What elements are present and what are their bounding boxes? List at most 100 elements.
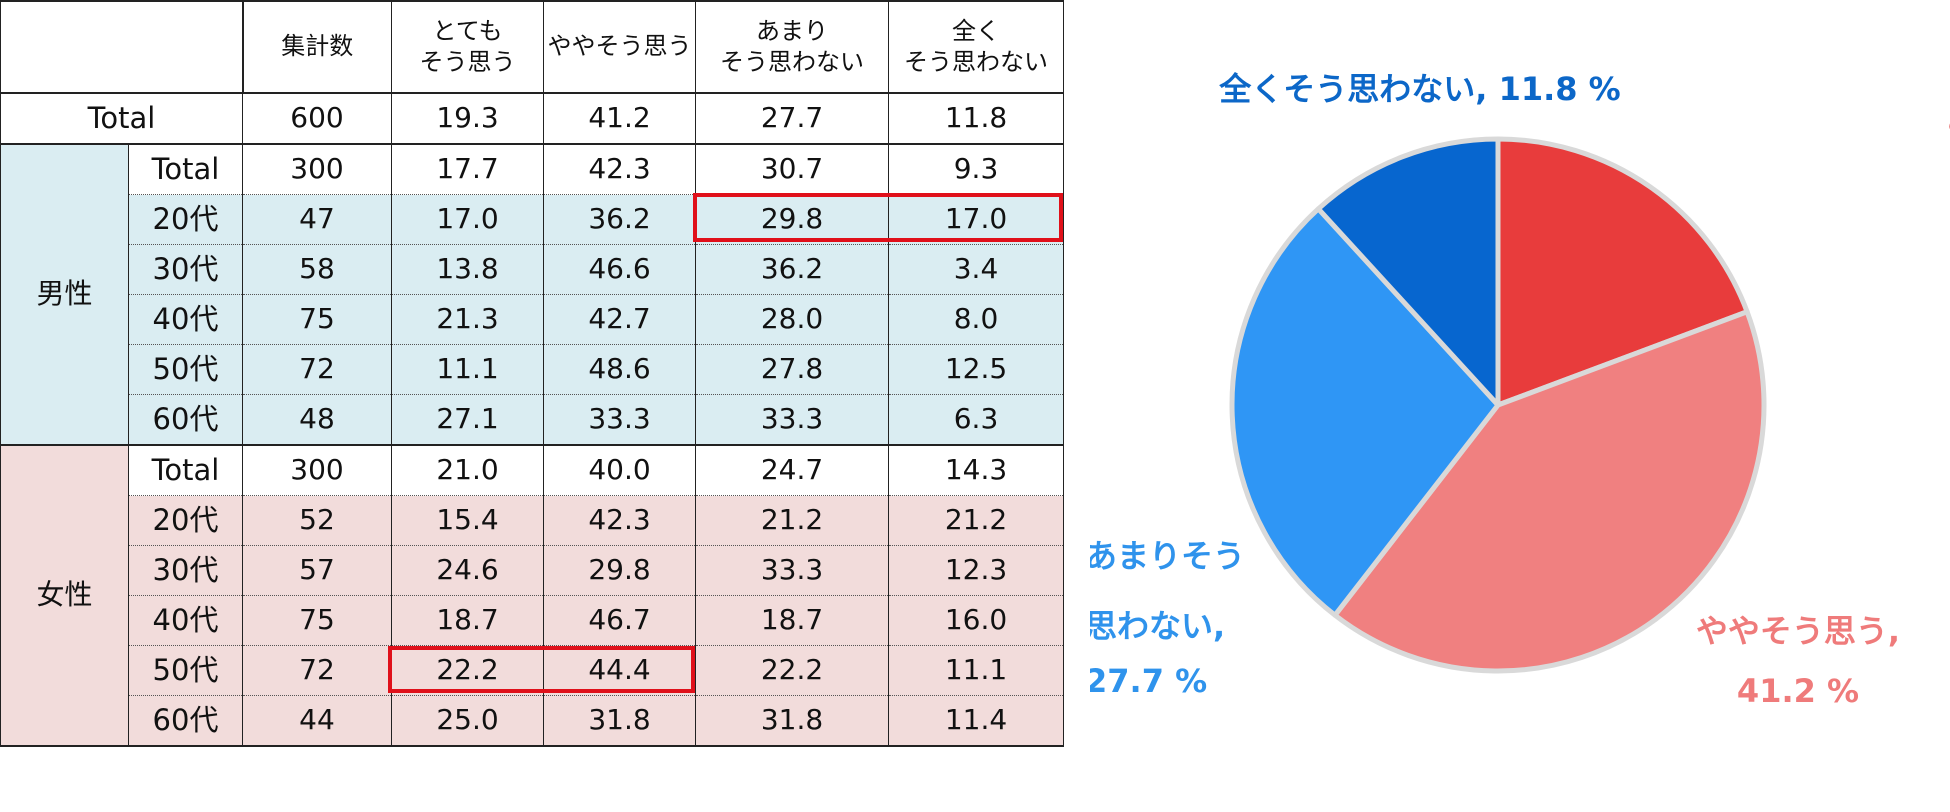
table-cell: 33.3 — [695, 545, 889, 596]
table-cell: 27.8 — [695, 344, 889, 395]
table-cell: 11.8 — [888, 93, 1064, 145]
table-cell: 31.8 — [543, 695, 696, 747]
table-cell: 27.7 — [695, 93, 889, 145]
table-cell: 24.7 — [695, 445, 889, 496]
pie-slice-1 — [1332, 309, 1767, 674]
table-cell: 300 — [242, 144, 392, 195]
pie-label-1-line-1: 41.2 % — [1737, 672, 1859, 710]
table-row: 60代 44 25.0 31.8 31.8 11.4 — [1, 695, 1064, 747]
table-cell: 22.2 — [695, 645, 889, 696]
table-row: 50代 72 11.1 48.6 27.8 12.5 — [1, 344, 1064, 395]
table-cell: 24.6 — [391, 545, 544, 596]
table-cell: 18.7 — [391, 595, 544, 646]
table-cell: 600 — [242, 93, 392, 145]
pie-slice-0 — [1495, 136, 1750, 408]
table-cell: 33.3 — [695, 394, 889, 446]
header-cell: 全く そう思わない — [888, 0, 1064, 94]
row-label: 40代 — [128, 294, 243, 345]
row-label: Total — [128, 445, 243, 496]
table-cell: 42.3 — [543, 495, 696, 546]
table-row: 40代 75 21.3 42.7 28.0 8.0 — [1, 294, 1064, 345]
table-cell: 3.4 — [888, 244, 1064, 295]
table-cell: 33.3 — [543, 394, 696, 446]
table-row: 40代 75 18.7 46.7 18.7 16.0 — [1, 595, 1064, 646]
pie-label-2-line-1: 思わない, — [1090, 607, 1225, 645]
table-cell: 21.3 — [391, 294, 544, 345]
pie-label-1-line-0: ややそう思う, — [1696, 612, 1900, 650]
row-label: 30代 — [128, 244, 243, 295]
table-cell: 19.3 — [391, 93, 544, 145]
table-row: 女性 Total 300 21.0 40.0 24.7 14.3 — [0, 445, 1064, 747]
table-cell: 17.0 — [888, 194, 1064, 245]
table-cell: 36.2 — [543, 194, 696, 245]
table-cell: 27.1 — [391, 394, 544, 446]
table-row: 30代 58 13.8 46.6 36.2 3.4 — [1, 244, 1064, 295]
table-cell: 21.2 — [888, 495, 1064, 546]
table-cell: 28.0 — [695, 294, 889, 345]
table-cell: 13.8 — [391, 244, 544, 295]
pie-label-2-line-0: あまりそう — [1090, 537, 1245, 575]
table-row: 20代 47 17.0 36.2 29.8 17.0 — [1, 194, 1064, 245]
table-cell: 36.2 — [695, 244, 889, 295]
table-cell: 17.7 — [391, 144, 544, 195]
table-row-total: Total 600 19.3 41.2 27.7 11.8 — [0, 93, 1064, 145]
header-row: 集計数 とても そう思う ややそう思う あまり そう思わない 全く そう思わない — [0, 0, 1064, 94]
row-label-total: Total — [0, 93, 243, 145]
table-cell: 47 — [242, 194, 392, 245]
table-cell: 48 — [242, 394, 392, 446]
table-cell: 22.2 — [391, 645, 544, 696]
row-label: 60代 — [128, 695, 243, 747]
table-cell: 41.2 — [543, 93, 696, 145]
table-cell: 75 — [242, 294, 392, 345]
highlight-box-male-20s — [693, 193, 1063, 242]
table-cell: 42.3 — [543, 144, 696, 195]
row-label: 50代 — [128, 344, 243, 395]
row-label: 40代 — [128, 595, 243, 646]
table-cell: 31.8 — [695, 695, 889, 747]
group-label-0: 男性 — [0, 144, 129, 446]
table-cell: 72 — [242, 344, 392, 395]
crosstab-table: 集計数 とても そう思う ややそう思う あまり そう思わない 全く そう思わない Total 60… — [0, 0, 1064, 747]
table-cell: 12.3 — [888, 545, 1064, 596]
table-cell: 6.3 — [888, 394, 1064, 446]
header-cell: とても そう思う — [391, 0, 544, 94]
table-cell: 57 — [242, 545, 392, 596]
table-cell: 21.2 — [695, 495, 889, 546]
pie-label-3-line-0: 全くそう思わない, 11.8 % — [1218, 70, 1620, 108]
table-cell: 46.6 — [543, 244, 696, 295]
table-cell: 72 — [242, 645, 392, 696]
table-cell: 11.1 — [888, 645, 1064, 696]
table-cell: 48.6 — [543, 344, 696, 395]
table-row: 男性 Total 300 17.7 42.3 30.7 9.3 — [0, 144, 1064, 446]
table-cell: 17.0 — [391, 194, 544, 245]
row-label: 60代 — [128, 394, 243, 446]
row-label: Total — [128, 144, 243, 195]
table-cell: 46.7 — [543, 595, 696, 646]
table-cell: 30.7 — [695, 144, 889, 195]
table-cell: 44.4 — [543, 645, 696, 696]
table-cell: 29.8 — [543, 545, 696, 596]
row-label: 50代 — [128, 645, 243, 696]
table-cell: 58 — [242, 244, 392, 295]
table-cell: 14.3 — [888, 445, 1064, 496]
row-label: 30代 — [128, 545, 243, 596]
header-cell: 集計数 — [242, 0, 392, 94]
header-empty-cell — [0, 0, 244, 94]
table-row: 60代 48 27.1 33.3 33.3 6.3 — [1, 394, 1064, 446]
group-label-1: 女性 — [0, 445, 129, 747]
table-cell: 75 — [242, 595, 392, 646]
table-cell: 11.4 — [888, 695, 1064, 747]
row-label: 20代 — [128, 194, 243, 245]
table-row: 50代 72 22.2 44.4 22.2 11.1 — [1, 645, 1064, 696]
pie-slice-2 — [1229, 206, 1501, 618]
table-cell: 21.0 — [391, 445, 544, 496]
table-cell: 8.0 — [888, 294, 1064, 345]
table-cell: 44 — [242, 695, 392, 747]
table-cell: 15.4 — [391, 495, 544, 546]
header-cell: あまり そう思わない — [695, 0, 889, 94]
pie-label-2-line-2: 27.7 % — [1090, 662, 1207, 700]
pie-slice-3 — [1315, 136, 1501, 408]
table-cell: 25.0 — [391, 695, 544, 747]
